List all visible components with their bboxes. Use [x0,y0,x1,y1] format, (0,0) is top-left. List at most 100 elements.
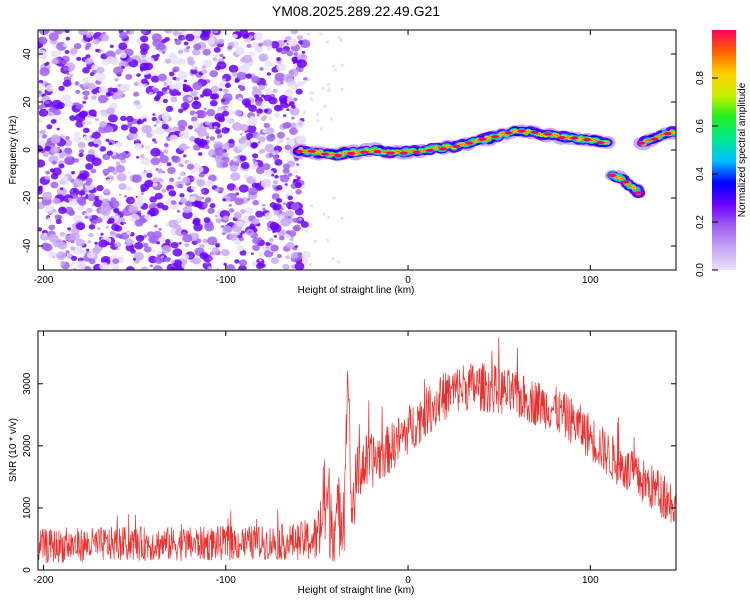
noise-blob [96,226,101,230]
noise-blob [251,218,260,225]
noise-blob [86,120,92,126]
noise-blob [295,189,302,195]
noise-blob [86,251,95,259]
noise-blob [182,253,190,260]
noise-blob [169,83,177,90]
ridge-blob [356,152,359,154]
noise-blob [170,242,179,249]
noise-blob [69,263,74,267]
noise-blob [77,141,86,149]
ridge-blob [595,139,598,142]
ridge-blob [500,132,504,135]
y-tick-label: 20 [22,96,33,108]
ridge-core [517,129,526,133]
noise-blob [190,68,198,75]
noise-blob [67,67,74,72]
ridge-blob [505,134,508,136]
noise-blob [182,176,191,184]
noise-blob [48,233,59,243]
ridge-blob [619,177,623,180]
noise-blob [213,125,218,129]
noise-blob [273,235,277,238]
noise-blob [193,96,199,101]
noise-blob [93,114,97,117]
noise-blob [113,90,124,99]
noise-blob [284,183,288,186]
noise-blob [238,265,247,270]
noise-blob [223,215,229,221]
noise-blob [133,100,141,106]
noise-blob [85,33,92,38]
noise-fleck [305,229,309,233]
noise-blob [202,238,209,244]
noise-blob [43,232,47,236]
ridge-core [544,132,552,136]
noise-blob [227,45,233,50]
noise-blob [50,135,61,144]
ridge-blob [330,153,333,155]
noise-blob [146,231,155,238]
noise-blob [178,32,182,35]
noise-blob [241,230,245,234]
ridge-blob [512,130,514,133]
noise-blob [252,86,258,91]
ridge-blob [648,139,652,142]
noise-blob [164,30,173,34]
noise-blob [124,195,128,198]
noise-blob [78,30,88,36]
noise-blob [272,88,278,94]
noise-blob [160,181,165,185]
snr-x-ticks: -200 -100 0 100 [33,331,599,586]
noise-blob [115,233,122,239]
noise-blob [164,143,169,148]
noise-blob [56,127,60,131]
noise-fleck [326,239,330,243]
noise-blob [125,151,129,154]
noise-blob [161,170,165,174]
noise-blob [204,144,210,150]
noise-blob [96,66,105,74]
noise-blob [171,155,181,163]
noise-blob [69,47,78,55]
noise-blob [63,79,72,87]
noise-blob [118,42,128,50]
ridge-core [663,132,672,136]
noise-blob [105,138,110,142]
noise-blob [82,127,90,134]
noise-blob [86,248,90,252]
noise-blob [271,184,275,187]
noise-blob [245,207,254,215]
noise-blob [209,136,215,141]
noise-blob [215,244,220,248]
noise-blob [254,94,259,99]
ridge-blob [578,139,580,141]
noise-blob [65,36,71,41]
noise-blob [237,97,243,102]
noise-blob [193,30,203,37]
noise-blob [186,45,191,50]
colorbar-tick-label: 0.6 [695,119,706,133]
noise-blob [48,251,57,258]
ridge-blob [503,133,506,135]
noise-blob [152,182,158,187]
noise-blob [55,218,62,225]
ridge-blob [370,150,372,152]
noise-blob [69,115,76,121]
ridge-core [412,150,421,154]
noise-blob [165,239,171,244]
noise-blob [248,104,257,112]
noise-blob [298,40,304,45]
noise-blob [38,159,46,168]
noise-blob [239,155,247,162]
noise-fleck [332,196,336,200]
noise-blob [82,91,86,95]
noise-blob [229,208,235,213]
noise-blob [166,162,172,167]
spectrogram-x-label: Height of straight line (km) [298,285,415,296]
noise-blob [235,231,240,236]
noise-fleck [316,119,320,123]
noise-blob [207,266,213,270]
noise-blob [61,94,71,102]
ridge-core [637,141,646,145]
